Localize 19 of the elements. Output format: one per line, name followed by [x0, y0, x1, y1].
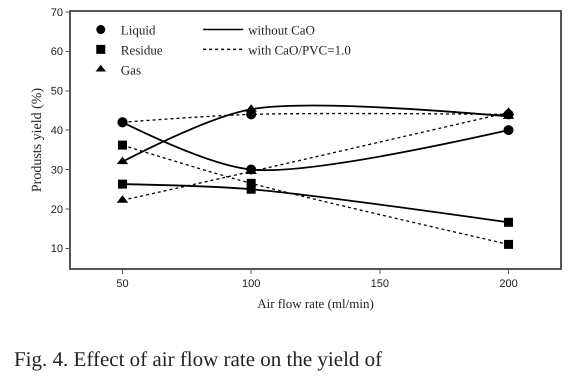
legend-label: Residue	[120, 42, 163, 58]
x-tick-label: 150	[370, 278, 390, 290]
x-tick-label: 50	[116, 278, 129, 290]
caption: Fig. 4. Effect of air flow rate on the yield of	[14, 347, 382, 371]
x-axis-title: Air flow rate (ml/min)	[257, 296, 374, 312]
y-tick-label: 40	[50, 125, 64, 137]
y-tick-label: 10	[50, 243, 64, 256]
legend-label: with CaO/PVC=1.0	[248, 42, 351, 58]
x-tick-label: 100	[242, 278, 260, 290]
legend-label: Liquid	[120, 22, 156, 38]
y-tick-label: 60	[50, 46, 64, 58]
legend-label: without CaO	[248, 22, 315, 38]
y-tick-label: 50	[50, 86, 64, 98]
legend-label: Gas	[120, 62, 141, 78]
y-tick-label: 20	[50, 204, 64, 216]
x-tick-label: 200	[499, 278, 518, 290]
y-tick-label: 70	[50, 6, 64, 19]
y-axis-title: Produsts yield (%)	[30, 88, 45, 192]
y-tick-label: 30	[50, 164, 64, 176]
